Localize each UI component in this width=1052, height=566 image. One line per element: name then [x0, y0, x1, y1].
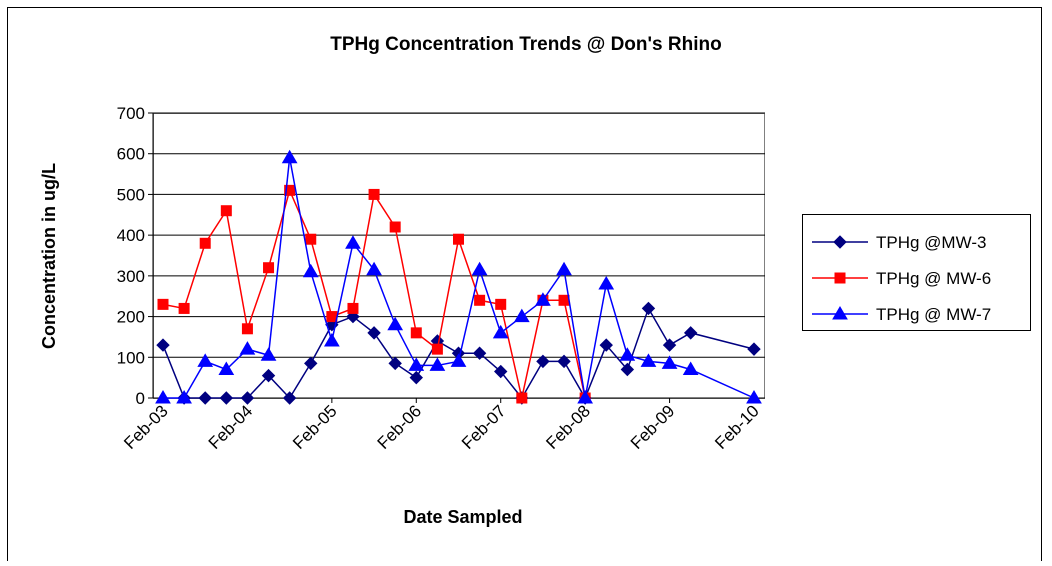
marker [556, 261, 572, 276]
legend-marker [833, 235, 847, 249]
marker [176, 390, 192, 404]
marker [450, 353, 467, 367]
marker [389, 221, 401, 233]
marker [747, 342, 761, 356]
marker [281, 149, 298, 164]
marker [347, 302, 359, 314]
marker [408, 357, 425, 371]
marker [326, 311, 338, 323]
y-tick-label: 600 [117, 145, 145, 164]
y-axis-title: Concentration in ug/L [39, 163, 59, 349]
marker [284, 184, 296, 196]
marker [495, 298, 507, 310]
marker [641, 301, 656, 316]
marker [261, 368, 276, 383]
y-tick-label: 200 [117, 308, 145, 327]
marker [661, 355, 678, 369]
marker [599, 338, 613, 352]
marker [513, 308, 530, 323]
y-tick-label: 300 [117, 267, 145, 286]
legend-label: TPHg @ MW-7 [876, 305, 991, 324]
marker [536, 354, 550, 369]
marker [197, 353, 214, 367]
marker [535, 292, 551, 306]
y-tick-label: 700 [117, 104, 145, 123]
marker [155, 390, 171, 404]
marker [453, 233, 464, 245]
marker [220, 205, 232, 217]
marker [577, 390, 594, 404]
marker [156, 338, 170, 352]
marker [431, 343, 443, 355]
y-tick-label: 500 [117, 185, 145, 204]
x-axis-title: Date Sampled [403, 507, 522, 527]
marker [366, 261, 382, 276]
marker [218, 361, 235, 375]
marker [620, 362, 635, 377]
marker [472, 346, 487, 360]
marker [409, 370, 423, 385]
marker [388, 356, 402, 371]
marker [387, 316, 404, 331]
marker [345, 235, 361, 249]
marker [302, 263, 319, 278]
y-tick-label: 0 [136, 389, 145, 408]
marker [305, 233, 317, 245]
marker [282, 391, 297, 405]
marker [157, 298, 169, 310]
marker [323, 333, 340, 347]
marker [619, 347, 636, 361]
marker [219, 391, 234, 405]
marker [598, 276, 615, 290]
marker [516, 392, 528, 404]
legend-label: TPHg @MW-3 [876, 233, 986, 252]
marker [662, 338, 677, 352]
marker [494, 364, 508, 379]
marker [241, 323, 253, 335]
marker [198, 391, 212, 405]
marker [471, 261, 488, 276]
legend-label: TPHg @ MW-6 [876, 269, 991, 288]
marker [239, 341, 256, 355]
marker [492, 324, 509, 339]
marker [640, 353, 657, 367]
marker [367, 326, 381, 340]
marker [304, 356, 318, 371]
marker [240, 391, 255, 405]
y-tick-label: 400 [117, 226, 145, 245]
marker [178, 302, 190, 314]
marker [410, 327, 422, 339]
marker [429, 357, 446, 371]
marker [746, 390, 762, 404]
legend-marker [832, 306, 848, 320]
chart-title: TPHg Concentration Trends @ Don's Rhino [330, 34, 721, 55]
marker [683, 326, 698, 340]
y-tick-label: 100 [117, 348, 145, 367]
marker [557, 354, 571, 369]
legend-marker [834, 272, 846, 284]
marker [558, 294, 570, 306]
marker [260, 347, 277, 361]
marker [263, 262, 275, 274]
marker [682, 361, 699, 375]
marker [474, 294, 486, 306]
marker [199, 237, 211, 249]
marker [368, 188, 380, 200]
